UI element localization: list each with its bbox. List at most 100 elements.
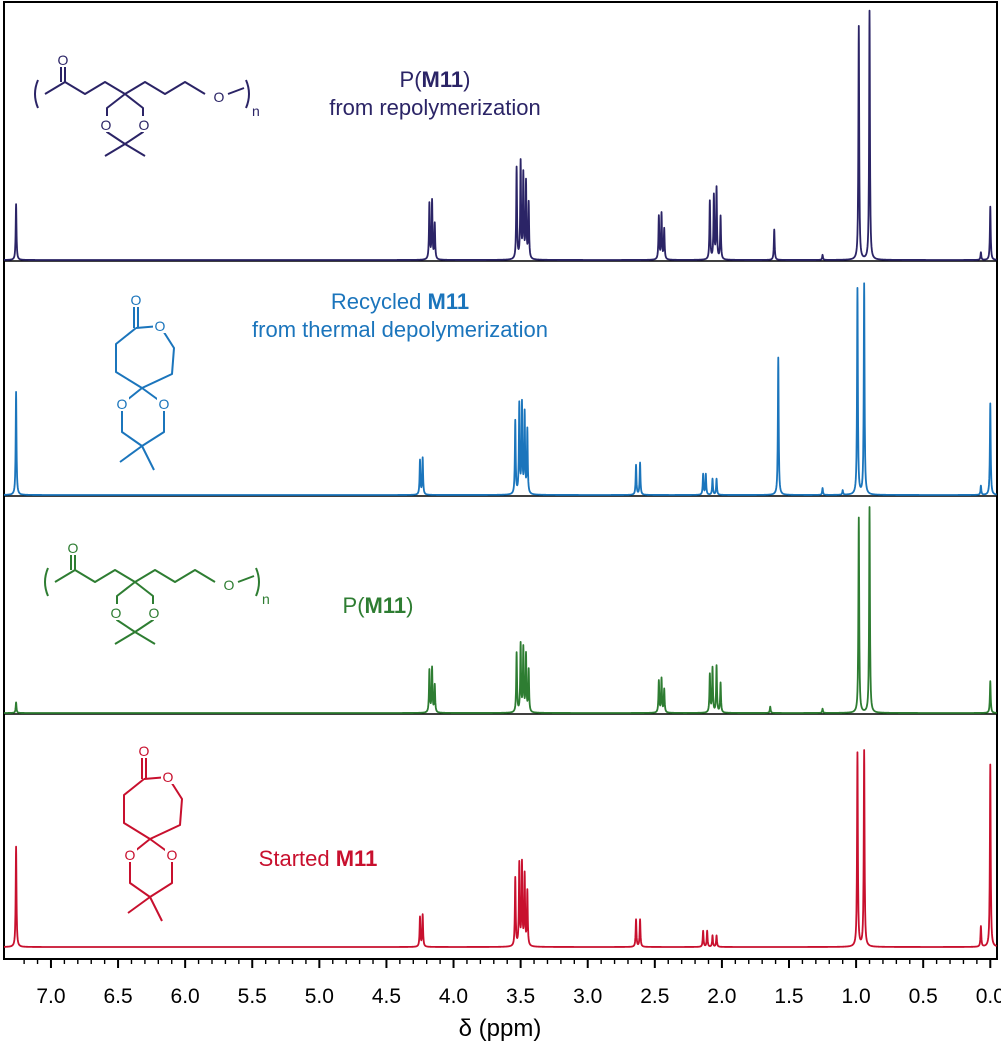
repeat-bracket-right bbox=[255, 567, 260, 597]
repeat-unit-n: n bbox=[262, 591, 270, 607]
x-tick-label: 3.5 bbox=[506, 985, 535, 1008]
x-tick-label: 4.5 bbox=[372, 985, 401, 1008]
oxygen-atom-label: O bbox=[139, 743, 150, 759]
label-bold-text: M11 bbox=[427, 289, 470, 314]
atom-mask bbox=[56, 51, 70, 67]
x-tick-label: 5.5 bbox=[238, 985, 267, 1008]
atom-mask bbox=[153, 317, 167, 333]
label-text: Started bbox=[258, 846, 336, 871]
atom-mask bbox=[66, 539, 80, 555]
structure-started: OOO O bbox=[123, 742, 183, 922]
spectrum-line-repoly bbox=[3, 9, 998, 261]
chain-end-bond bbox=[227, 87, 245, 95]
atom-mask bbox=[220, 570, 238, 588]
x-tick-label: 0.0 bbox=[976, 985, 1001, 1008]
carbonyl-bond bbox=[141, 755, 147, 779]
spectrum-repoly bbox=[3, 9, 998, 261]
x-tick-label: 0.5 bbox=[909, 985, 938, 1008]
plot-frame bbox=[3, 1, 998, 960]
x-tick-label: 6.0 bbox=[171, 985, 200, 1008]
x-tick-label: 6.5 bbox=[103, 985, 132, 1008]
oxygen-atom-label: O bbox=[139, 117, 150, 133]
x-tick-label: 2.5 bbox=[640, 985, 669, 1008]
label-bold-text: M11 bbox=[335, 846, 378, 871]
repeat-bracket-left bbox=[44, 567, 49, 597]
spectrum-started bbox=[3, 749, 998, 948]
label-text: ) bbox=[406, 593, 414, 618]
x-tick-label: 2.0 bbox=[707, 985, 736, 1008]
atom-mask bbox=[161, 768, 175, 784]
spectrum-label-repoly: P(M11) from repolymerization bbox=[235, 66, 635, 122]
structure-repoly: O O O On bbox=[34, 51, 260, 157]
atom-mask bbox=[165, 846, 179, 862]
atom-mask bbox=[147, 604, 161, 620]
chain-end-bond bbox=[237, 575, 255, 583]
skeleton-bonds bbox=[54, 548, 216, 645]
oxygen-atom-label: O bbox=[68, 540, 79, 556]
oxygen-atom-label: O bbox=[149, 605, 160, 621]
atom-mask bbox=[210, 82, 228, 100]
oxygen-atom-label: O bbox=[125, 847, 136, 863]
x-tick-label: 3.0 bbox=[573, 985, 602, 1008]
label-bold-text: M11 bbox=[421, 67, 464, 92]
spectrum-label-polymer: P(M11) bbox=[178, 592, 578, 620]
repeat-bracket-right bbox=[245, 79, 250, 109]
atom-mask bbox=[137, 116, 151, 132]
spectrum-label-recycled: Recycled M11 from thermal depolymerizatio… bbox=[200, 288, 600, 344]
repeat-unit-n: n bbox=[252, 103, 260, 119]
spectrum-line-started bbox=[3, 749, 998, 948]
skeleton-bonds bbox=[44, 60, 206, 157]
oxygen-atom-label: O bbox=[131, 292, 142, 308]
oxygen-atom-label: O bbox=[111, 605, 122, 621]
oxygen-atom-label: O bbox=[214, 89, 225, 105]
spectrum-label-line: P(M11) bbox=[235, 66, 635, 94]
atom-mask bbox=[115, 395, 129, 411]
atom-mask bbox=[129, 291, 143, 307]
skeleton-bonds bbox=[115, 325, 175, 471]
x-tick-label: 1.5 bbox=[774, 985, 803, 1008]
spectrum-label-line: from repolymerization bbox=[235, 94, 635, 122]
carbonyl-bond bbox=[133, 304, 139, 328]
spectra-traces bbox=[3, 9, 998, 948]
atom-mask bbox=[137, 742, 151, 758]
x-tick-label: 5.0 bbox=[305, 985, 334, 1008]
label-text: ) bbox=[463, 67, 471, 92]
structure-polymer: O O O On bbox=[44, 539, 270, 645]
spectrum-label-started: Started M11 bbox=[118, 845, 518, 873]
x-tick-label: 4.0 bbox=[439, 985, 468, 1008]
x-tick-label: 1.0 bbox=[841, 985, 870, 1008]
label-text: from repolymerization bbox=[329, 95, 541, 120]
label-bold-text: M11 bbox=[364, 593, 407, 618]
x-tick-label: 7.0 bbox=[36, 985, 65, 1008]
spectrum-label-line: P(M11) bbox=[178, 592, 578, 620]
repeat-bracket-left bbox=[34, 79, 39, 109]
oxygen-atom-label: O bbox=[155, 318, 166, 334]
spectrum-line-polymer bbox=[3, 506, 998, 714]
structure-recycled: OOO O bbox=[115, 291, 175, 471]
oxygen-atom-label: O bbox=[58, 52, 69, 68]
spectrum-label-line: from thermal depolymerization bbox=[200, 316, 600, 344]
label-text: Recycled bbox=[330, 289, 428, 314]
label-text: P( bbox=[399, 67, 422, 92]
label-text: P( bbox=[342, 593, 365, 618]
label-text: from thermal depolymerization bbox=[252, 317, 548, 342]
oxygen-atom-label: O bbox=[163, 769, 174, 785]
atom-mask bbox=[157, 395, 171, 411]
oxygen-atom-label: O bbox=[224, 577, 235, 593]
spectrum-line-recycled bbox=[3, 282, 998, 496]
spectrum-recycled bbox=[3, 282, 998, 496]
spectrum-label-line: Started M11 bbox=[118, 845, 518, 873]
atom-mask bbox=[99, 116, 113, 132]
panel-dividers bbox=[4, 260, 997, 715]
oxygen-atom-label: O bbox=[159, 396, 170, 412]
skeleton-bonds bbox=[123, 776, 183, 922]
atom-mask bbox=[123, 846, 137, 862]
oxygen-atom-label: O bbox=[167, 847, 178, 863]
atom-mask bbox=[109, 604, 123, 620]
oxygen-atom-label: O bbox=[117, 396, 128, 412]
x-axis-title: δ (ppm) bbox=[459, 1015, 542, 1042]
x-axis: 7.0 6.5 6.0 5.5 5.0 4.5 4.0 3.5 3.0 2.5 2.0 1.5 1.0 0… bbox=[23, 959, 1001, 1008]
spectrum-polymer bbox=[3, 506, 998, 714]
